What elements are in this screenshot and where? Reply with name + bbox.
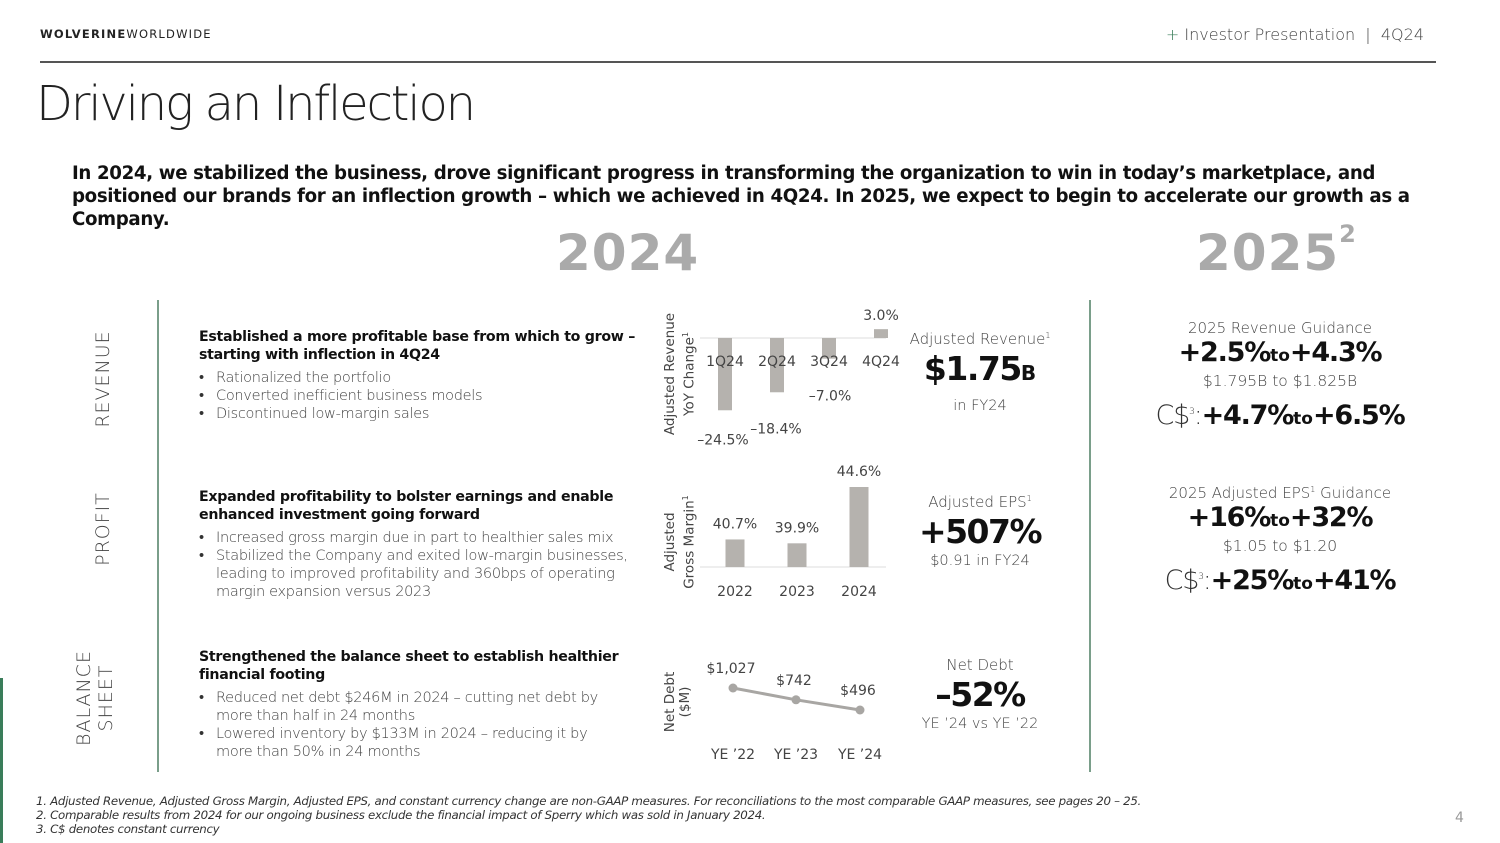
data-label: –24.5% [697,432,748,448]
kpi-adjusted-eps: Adjusted EPS1 +507% $0.91 in FY24 [918,493,1043,569]
tick-label: 4Q24 [862,354,900,370]
header-title: + Investor Presentation | 4Q24 [1165,25,1424,44]
point-YE '22 [728,683,738,693]
bar-3Q24 [822,338,836,359]
footnotes: 1. Adjusted Revenue, Adjusted Gross Marg… [36,794,1141,836]
tick-label: YE ’22 [710,747,755,763]
bar-2022 [725,539,745,567]
kpi-net-debt: Net Debt –52% YE ’24 vs YE ’22 [921,656,1039,732]
profit-bullets: Increased gross margin due in part to he… [199,529,629,601]
bar-2024 [849,487,869,567]
data-label: 39.9% [775,520,819,536]
point-YE '23 [791,695,801,705]
balance-heading: Strengthened the balance sheet to establ… [199,649,619,683]
section-label-profit: PROFIT [92,492,114,566]
data-label: 40.7% [713,516,757,532]
revenue-block: Established a more profitable base from … [199,328,639,423]
point-YE '24 [855,705,865,715]
tick-label: 3Q24 [810,354,848,370]
list-item: Discontinued low-margin sales [199,405,639,423]
tick-label: YE ’24 [837,747,882,763]
brand-logo: WOLVERINEWORLDWIDE [40,27,212,41]
section-label-revenue: REVENUE [92,330,114,428]
revenue-heading: Established a more profitable base from … [199,329,636,363]
balance-block: Strengthened the balance sheet to establ… [199,648,619,761]
left-divider [157,300,159,772]
data-label: $742 [776,673,812,689]
bar-1Q24 [718,338,732,411]
revenue-guidance: 2025 Revenue Guidance +2.5%to+4.3% $1.79… [1155,319,1406,431]
tick-label: 2022 [717,584,753,600]
footnote-2: 2. Comparable results from 2024 for our … [36,808,766,822]
page-title: Driving an Inflection [36,76,476,132]
list-item: Stabilized the Company and exited low-ma… [199,547,629,601]
year-2024: 2024 [556,224,700,282]
kpi-adjusted-revenue: Adjusted Revenue1 $1.75B in FY24 [909,330,1051,414]
header-divider [40,61,1436,63]
bar-2Q24 [770,338,784,393]
page-number: 4 [1455,810,1464,826]
list-item: Increased gross margin due in part to he… [199,529,629,547]
list-item: Converted inefficient business models [199,387,639,405]
profit-heading: Expanded profitability to bolster earnin… [199,489,614,523]
plus-icon: + [1165,25,1180,44]
year-2025: 20252 [1196,220,1357,282]
footnote-1: 1. Adjusted Revenue, Adjusted Gross Marg… [36,794,1142,808]
tick-label: 2023 [779,584,815,600]
footnote-3: 3. C$ denotes constant currency [36,822,220,836]
revenue-yoy-chart: 1Q24 –24.5% 2Q24 –18.4% 3Q24 –7.0% 4Q24 3.0% [690,300,900,455]
list-item: Reduced net debt $246M in 2024 – cutting… [199,689,619,725]
tick-label: YE ’23 [773,747,818,763]
eps-guidance: 2025 Adjusted EPS1 Guidance +16%to+32% $… [1164,484,1397,596]
balance-bullets: Reduced net debt $246M in 2024 – cutting… [199,689,619,761]
left-accent-bar [0,678,3,843]
section-label-balance-sheet: BALANCE SHEET [73,650,117,746]
list-item: Lowered inventory by $133M in 2024 – red… [199,725,619,761]
tick-label: 2024 [841,584,877,600]
bar-4Q24 [874,329,888,338]
data-label: 3.0% [863,308,899,324]
data-label: 44.6% [837,464,881,480]
data-label: –7.0% [809,389,852,405]
data-label: –18.4% [750,421,801,437]
data-label: $496 [840,683,876,699]
tick-label: 2Q24 [758,354,796,370]
list-item: Rationalized the portfolio [199,369,639,387]
intro-text: In 2024, we stabilized the business, dro… [72,163,1410,230]
tick-label: 1Q24 [706,354,744,370]
net-debt-chart: $1,027 YE ’22 $742 YE ’23 $496 YE ’24 [690,650,900,773]
bar-2023 [787,543,807,567]
right-divider [1089,300,1091,772]
profit-block: Expanded profitability to bolster earnin… [199,488,629,601]
data-label: $1,027 [707,661,756,677]
gross-margin-chart: 40.7% 2022 39.9% 2023 44.6% 2024 [690,455,900,610]
revenue-bullets: Rationalized the portfolio Converted ine… [199,369,639,423]
